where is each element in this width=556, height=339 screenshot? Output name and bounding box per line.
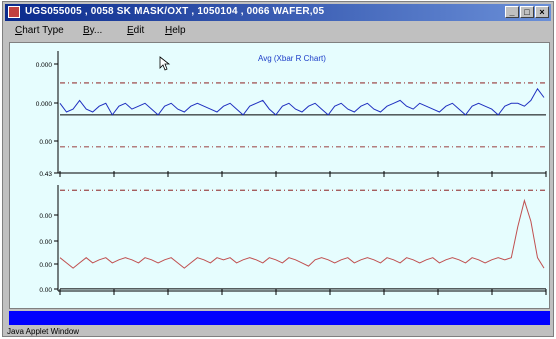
range-ytick-label: 0.00 bbox=[39, 287, 52, 294]
range-series-line bbox=[59, 198, 545, 269]
range-chart: 0.00 0.00 0.00 0.00 bbox=[39, 185, 547, 295]
menu-help[interactable]: Help bbox=[165, 25, 186, 36]
app-icon bbox=[8, 6, 20, 18]
range-ytick-label: 0.00 bbox=[39, 239, 52, 246]
xbar-chart: Avg (Xbar R Chart) 0.000 0.000 0.00 0.43 bbox=[36, 51, 547, 178]
menu-by[interactable]: By... bbox=[83, 25, 103, 36]
menu-bar: Chart Type By... Edit Help bbox=[5, 22, 551, 40]
xbar-ytick-label: 0.000 bbox=[36, 101, 53, 108]
chart-panel: Avg (Xbar R Chart) 0.000 0.000 0.00 0.43 0.… bbox=[9, 42, 550, 309]
xbar-ytick-label: 0.43 bbox=[39, 171, 52, 178]
range-ytick-label: 0.00 bbox=[39, 262, 52, 269]
status-bar: Java Applet Window bbox=[7, 327, 80, 336]
window-title: UGS055005 , 0058 SK MASK/OXT , 1050104 ,… bbox=[25, 6, 325, 17]
maximize-button[interactable]: □ bbox=[520, 6, 534, 18]
control-chart: Avg (Xbar R Chart) 0.000 0.000 0.00 0.43 0.… bbox=[36, 51, 547, 295]
xbar-ytick-label: 0.00 bbox=[39, 139, 52, 146]
menu-edit[interactable]: Edit bbox=[127, 25, 145, 36]
chart-title: Avg (Xbar R Chart) bbox=[258, 54, 326, 63]
mouse-cursor-icon bbox=[159, 56, 171, 71]
xbar-ytick-label: 0.000 bbox=[36, 62, 53, 69]
range-ytick-label: 0.00 bbox=[39, 213, 52, 220]
title-bar[interactable]: UGS055005 , 0058 SK MASK/OXT , 1050104 ,… bbox=[5, 4, 551, 21]
progress-strip bbox=[9, 311, 550, 325]
menu-chart-type[interactable]: Chart Type bbox=[15, 25, 64, 36]
xbar-series-line bbox=[59, 87, 545, 116]
minimize-button[interactable]: _ bbox=[505, 6, 519, 18]
close-button[interactable]: × bbox=[535, 6, 549, 18]
